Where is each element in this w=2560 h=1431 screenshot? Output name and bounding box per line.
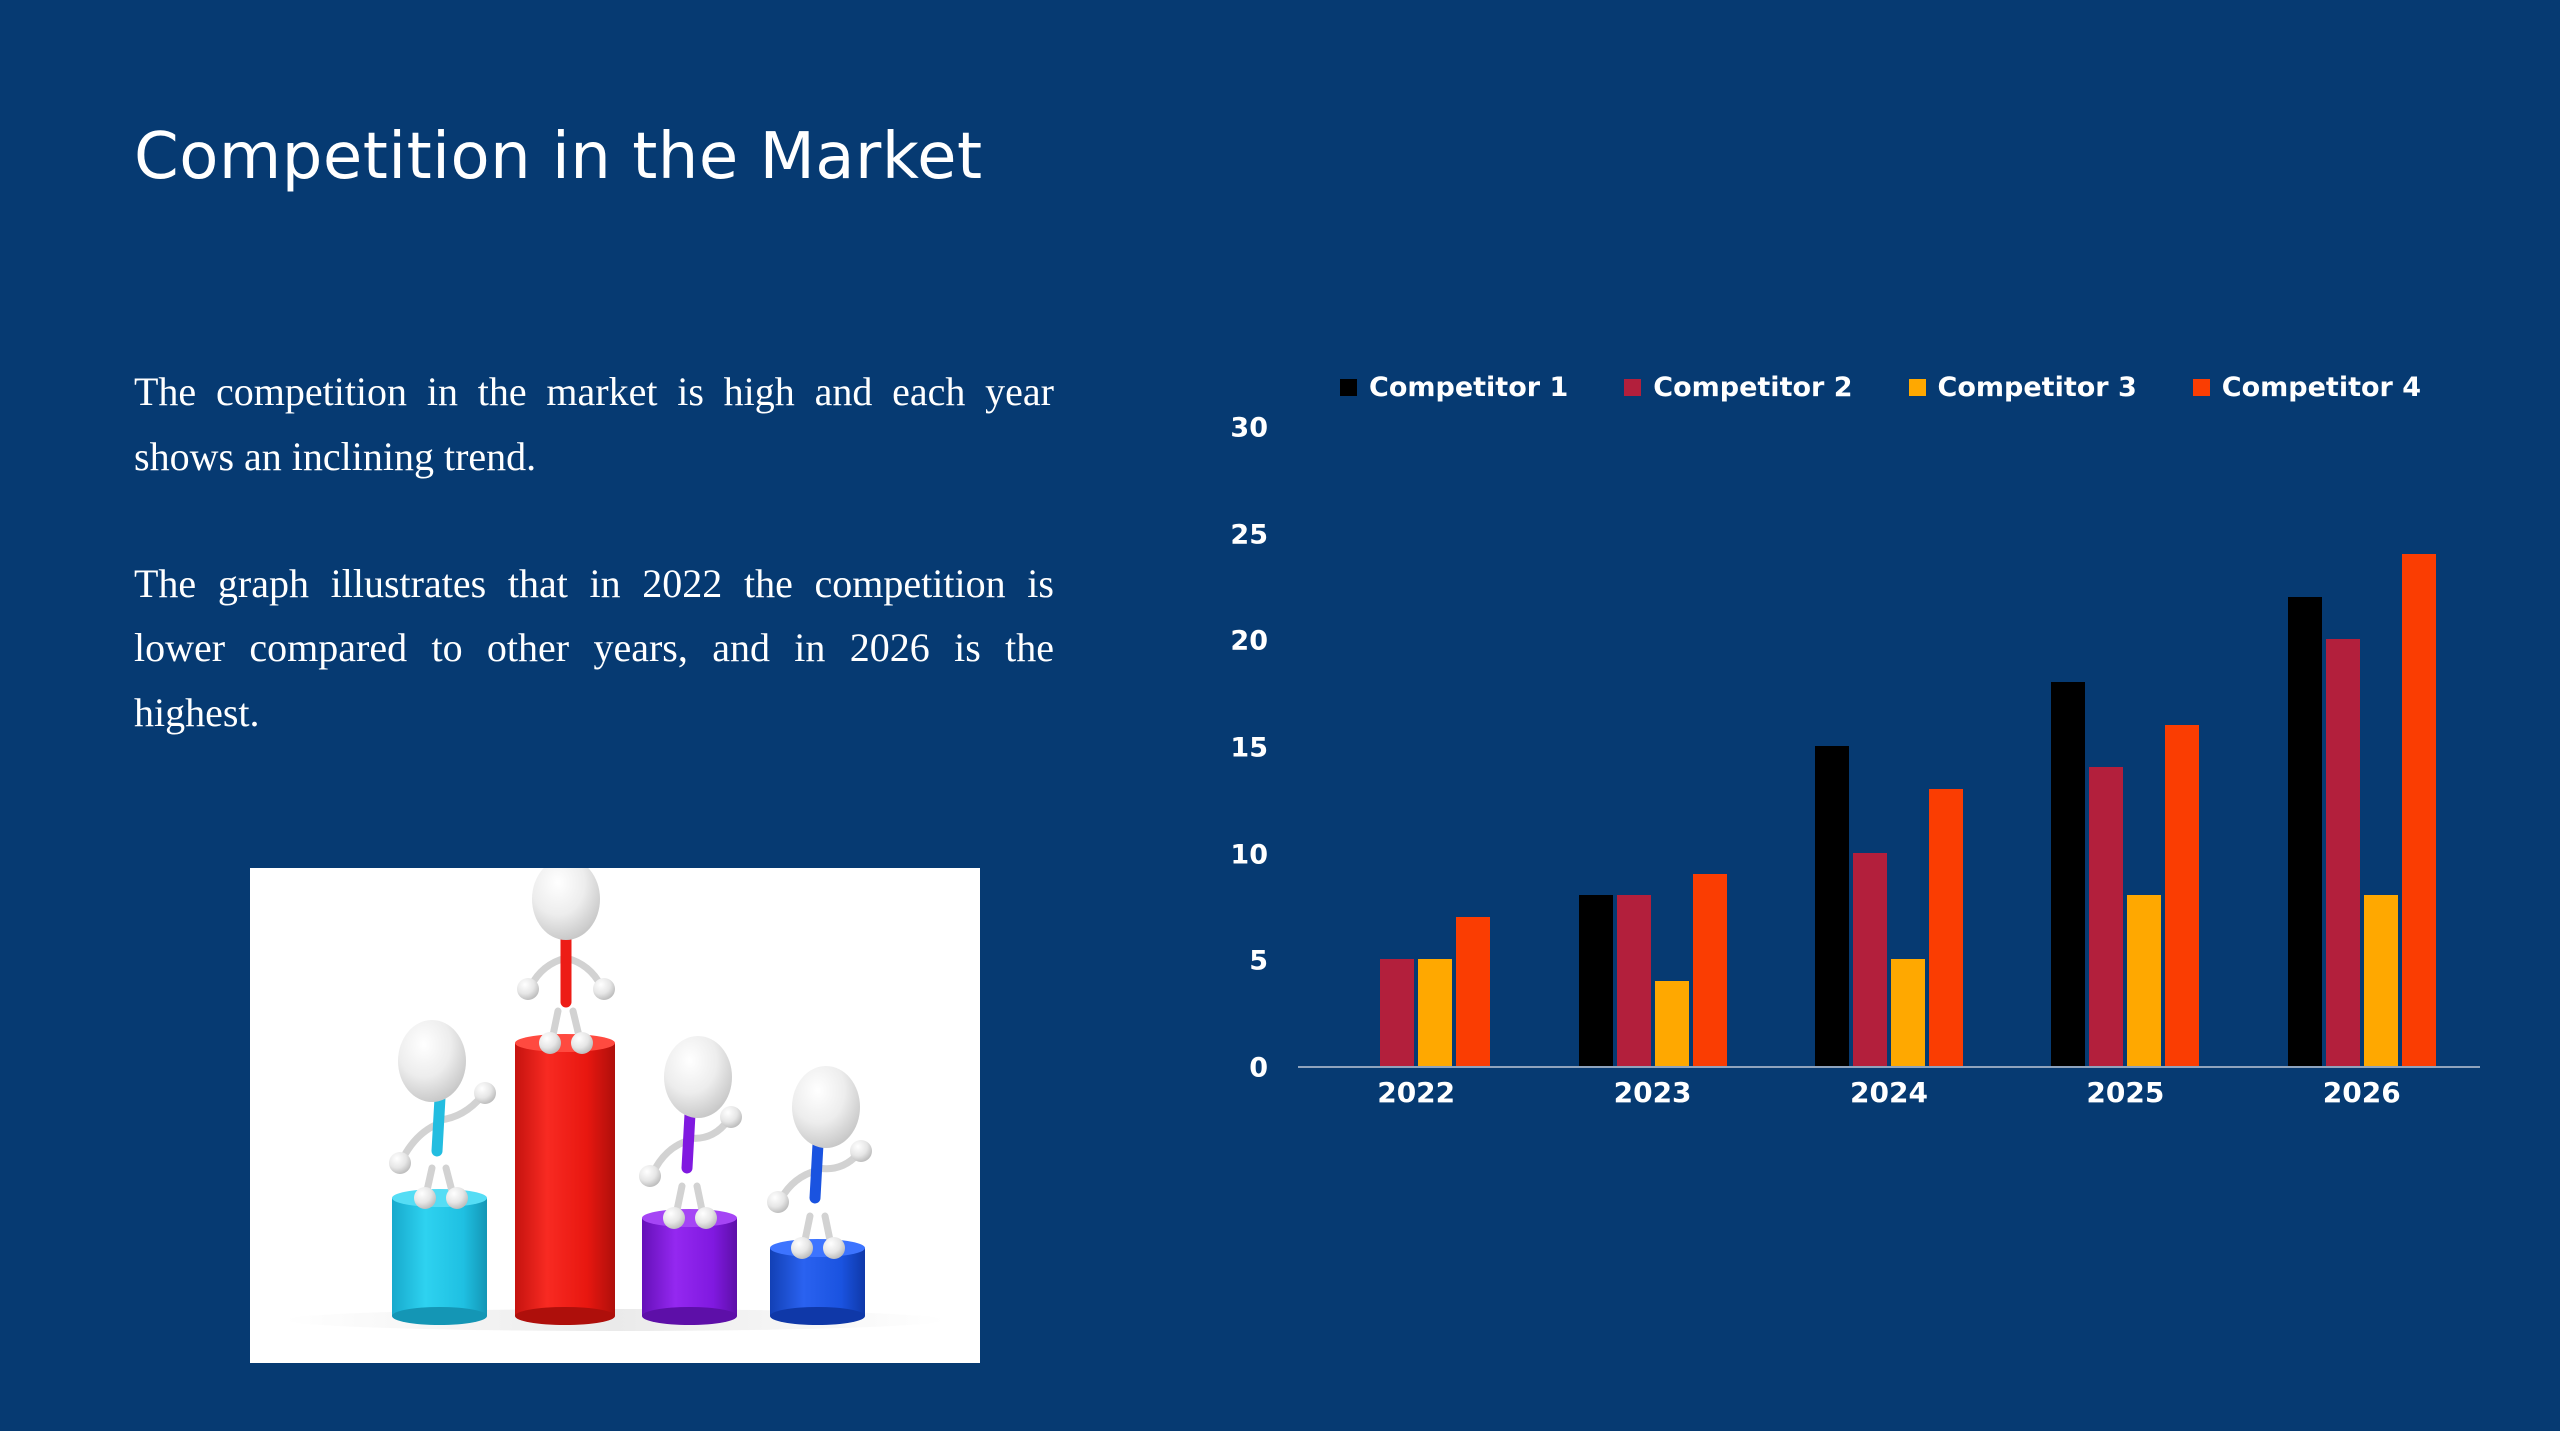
podium-competition-illustration [250,868,980,1363]
figure-head-cyan [398,1020,466,1102]
bar-competitor-4-2024[interactable] [1928,788,1963,1066]
y-axis-tick: 30 [1230,412,1268,444]
podium-red [515,1034,615,1325]
figure-head-blue [792,1066,860,1148]
y-axis-tick: 20 [1230,625,1268,657]
paragraph-2: The graph illustrates that in 2022 the c… [134,560,1054,736]
legend-entry-1[interactable]: Competitor 1 [1340,372,1568,403]
podium-cyan [392,1189,487,1325]
figure-head-red [532,868,600,940]
bar-group-2024 [1814,428,1963,1066]
bar-competitor-3-2023[interactable] [1654,980,1689,1066]
legend-entry-2[interactable]: Competitor 2 [1624,371,1853,403]
legend-swatch-icon [2192,378,2210,396]
bar-competitor-3-2026[interactable] [2363,895,2398,1066]
bar-competitor-4-2023[interactable] [1692,874,1727,1066]
legend-swatch-icon [1340,378,1357,396]
legend-swatch-icon [1908,378,1926,396]
bar-competitor-3-2022[interactable] [1418,959,1453,1066]
competition-bar-chart: Competitor 1 Competitor 2 Competitor 3 Comp… [1150,370,2480,1130]
podium-blue [770,1239,865,1325]
bar-group-2025 [2051,428,2200,1066]
body-text-block: The competition in the market is high an… [134,360,1054,746]
bar-competitor-2-2022[interactable] [1380,959,1415,1066]
x-axis-tick-2023: 2023 [1613,1076,1692,1109]
legend-entry-4[interactable]: Competitor 4 [2192,371,2422,403]
bar-group-2026 [2287,428,2436,1066]
bar-competitor-3-2024[interactable] [1890,959,1925,1066]
legend-swatch-icon [1624,378,1642,396]
bar-competitor-1-2025[interactable] [2051,682,2086,1066]
chart-legend: Competitor 1 Competitor 2 Competitor 3 Comp… [1340,370,2421,404]
y-axis-tick: 10 [1230,839,1268,871]
y-axis-tick: 25 [1230,519,1268,551]
figure-head-purple [664,1036,732,1118]
y-axis: 0 5 10 15 20 25 30 [1150,413,1268,1084]
legend-entry-3[interactable]: Competitor 3 [1908,371,2137,403]
podium-purple [642,1209,737,1325]
chart-plot-wrapper: 0 5 10 15 20 25 30 2022 2023 2024 2025 2026 [1150,413,2480,1109]
bar-competitor-2-2023[interactable] [1616,895,1651,1066]
bar-competitor-2-2026[interactable] [2325,639,2360,1066]
legend-label: Competitor 4 [2221,371,2422,403]
bar-competitor-1-2023[interactable] [1578,895,1613,1066]
bar-groups [1298,428,2480,1066]
bar-competitor-2-2025[interactable] [2089,767,2124,1066]
page-title: Competition in the Market [134,120,983,194]
x-axis-line [1298,1066,2480,1068]
legend-label: Competitor 1 [1369,371,1569,403]
bar-group-2023 [1578,428,1727,1066]
bar-competitor-4-2025[interactable] [2165,724,2200,1066]
x-axis-tick-2024: 2024 [1850,1076,1928,1109]
podium-illustration-svg [250,868,980,1363]
bar-competitor-3-2025[interactable] [2127,895,2162,1066]
x-axis-tick-2026: 2026 [2322,1076,2401,1109]
plot-area [1298,428,2480,1068]
y-axis-tick: 5 [1249,945,1268,977]
bar-competitor-4-2026[interactable] [2401,554,2436,1066]
bar-competitor-1-2024[interactable] [1814,746,1849,1066]
legend-label: Competitor 3 [1937,371,2137,403]
paragraph-1: The competition in the market is high an… [134,369,1054,479]
bar-competitor-2-2024[interactable] [1852,852,1887,1066]
y-axis-tick: 0 [1249,1052,1268,1084]
bar-competitor-4-2022[interactable] [1456,916,1491,1066]
x-axis-tick-2022: 2022 [1377,1076,1456,1109]
y-axis-tick: 15 [1230,732,1268,764]
x-axis-ticks: 2022 2023 2024 2025 2026 [1298,1076,2480,1109]
bar-group-2022 [1342,428,1491,1066]
bar-competitor-1-2026[interactable] [2287,596,2322,1066]
legend-label: Competitor 2 [1653,371,1853,403]
x-axis-tick-2025: 2025 [2086,1076,2165,1109]
